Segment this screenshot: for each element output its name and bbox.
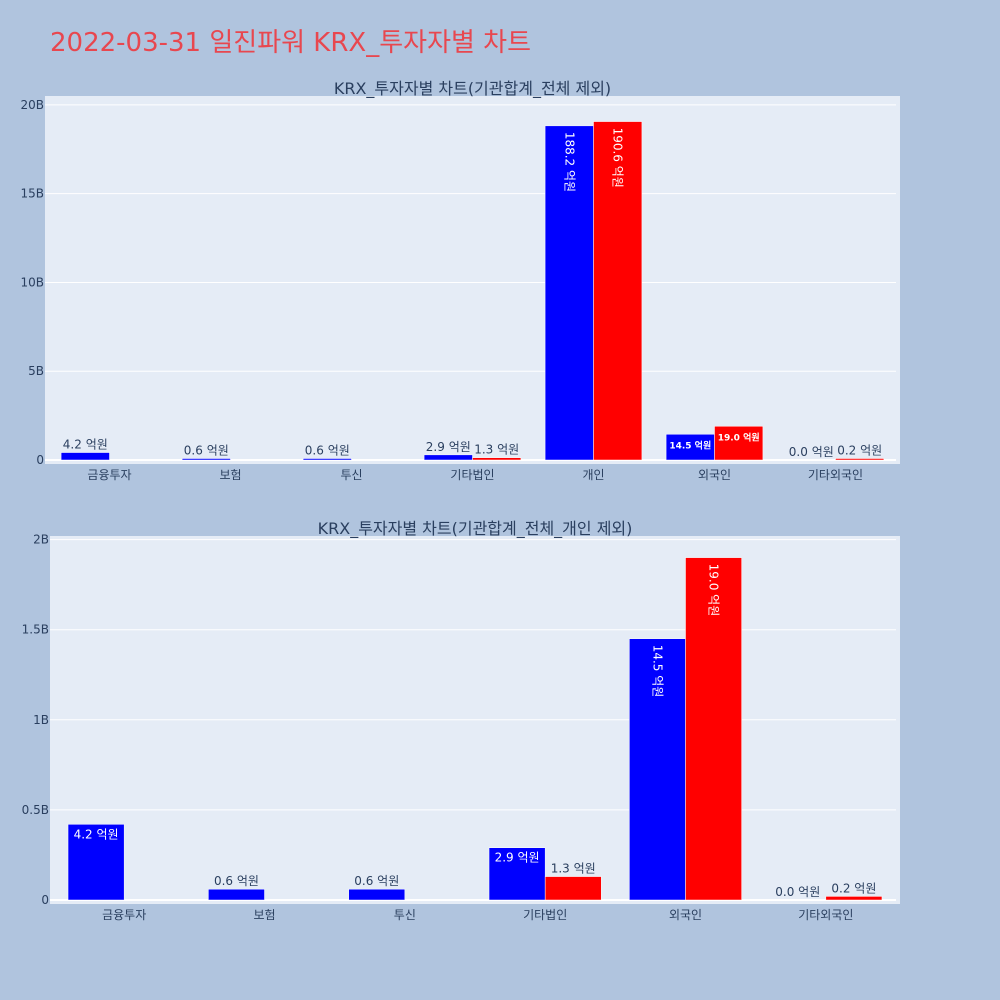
data-label: 0.6 억원	[184, 444, 229, 458]
data-label: 188.2 억원	[562, 132, 576, 192]
chart-1: 0 5B 10B 15B 20B KRX_투자자별 차트(기관합계_전체 제외) 금융투자 4…	[20, 79, 900, 482]
x-tick-label: 개인	[582, 468, 604, 482]
bar	[544, 125, 594, 461]
x-tick-label: 외국인	[669, 908, 702, 922]
y-tick-label: 2B	[33, 533, 49, 547]
bar	[685, 557, 742, 901]
data-label: 0.0 억원	[775, 885, 820, 899]
chart-title: KRX_투자자별 차트(기관합계_전체 제외)	[334, 79, 611, 99]
data-label: 0.6 억원	[354, 874, 399, 888]
bar	[472, 457, 522, 461]
bar	[67, 824, 125, 901]
bar	[544, 876, 602, 901]
page-title: 2022-03-31 일진파워 KRX_투자자별 차트	[50, 28, 532, 58]
x-tick-label: 기타외국인	[808, 468, 863, 482]
bar	[714, 426, 764, 461]
bar	[348, 888, 406, 901]
y-tick-label: 15B	[20, 187, 44, 201]
y-tick-label: 1.5B	[22, 623, 49, 637]
data-label: 4.2 억원	[63, 438, 108, 452]
x-tick-label: 보험	[253, 908, 275, 922]
bar	[665, 434, 715, 461]
chart-2: 0 0.5B 1B 1.5B 2B KRX_투자자별 차트(기관합계_전체_개인 제외) 금…	[22, 519, 900, 922]
data-label: 19.0 억원	[718, 431, 760, 443]
x-tick-label: 투신	[394, 908, 416, 922]
data-label: 0.0 억원	[789, 445, 834, 459]
x-tick-label: 보험	[219, 468, 241, 482]
y-tick-label: 5B	[28, 364, 44, 378]
data-label: 14.5 억원	[669, 439, 711, 451]
y-tick-label: 0	[36, 453, 44, 467]
data-label: 1.3 억원	[551, 862, 596, 876]
bar	[60, 452, 110, 461]
x-tick-label: 금융투자	[102, 908, 146, 922]
data-label: 2.9 억원	[426, 440, 471, 454]
bar	[208, 888, 265, 901]
data-label: 0.6 억원	[305, 444, 350, 458]
data-label: 0.2 억원	[837, 444, 882, 458]
bar	[593, 121, 643, 461]
bar	[181, 458, 231, 461]
x-tick-label: 기타외국인	[798, 908, 853, 922]
bar	[423, 454, 473, 461]
data-label: 0.2 억원	[831, 881, 876, 895]
y-tick-label: 10B	[20, 275, 44, 289]
y-tick-label: 0	[41, 893, 49, 907]
x-tick-label: 투신	[340, 468, 362, 482]
y-tick-label: 1B	[33, 713, 49, 727]
data-label: 0.6 억원	[214, 874, 259, 888]
plot-area	[45, 96, 900, 464]
data-label: 19.0 억원	[707, 564, 721, 617]
x-tick-label: 기타법인	[523, 908, 567, 922]
data-label: 4.2 억원	[74, 827, 119, 841]
y-tick-label: 20B	[20, 98, 44, 112]
y-tick-label: 0.5B	[22, 803, 49, 817]
chart-title: KRX_투자자별 차트(기관합계_전체_개인 제외)	[318, 519, 633, 539]
x-tick-label: 금융투자	[87, 468, 131, 482]
bar	[629, 638, 686, 901]
data-label: 1.3 억원	[474, 443, 519, 457]
data-label: 2.9 억원	[495, 851, 540, 865]
bar	[835, 458, 885, 461]
data-label: 190.6 억원	[611, 128, 625, 188]
x-tick-label: 외국인	[698, 468, 731, 482]
x-tick-label: 기타법인	[450, 468, 494, 482]
bar	[825, 896, 883, 901]
bar	[302, 458, 352, 461]
data-label: 14.5 억원	[650, 645, 664, 698]
bar	[488, 847, 546, 901]
